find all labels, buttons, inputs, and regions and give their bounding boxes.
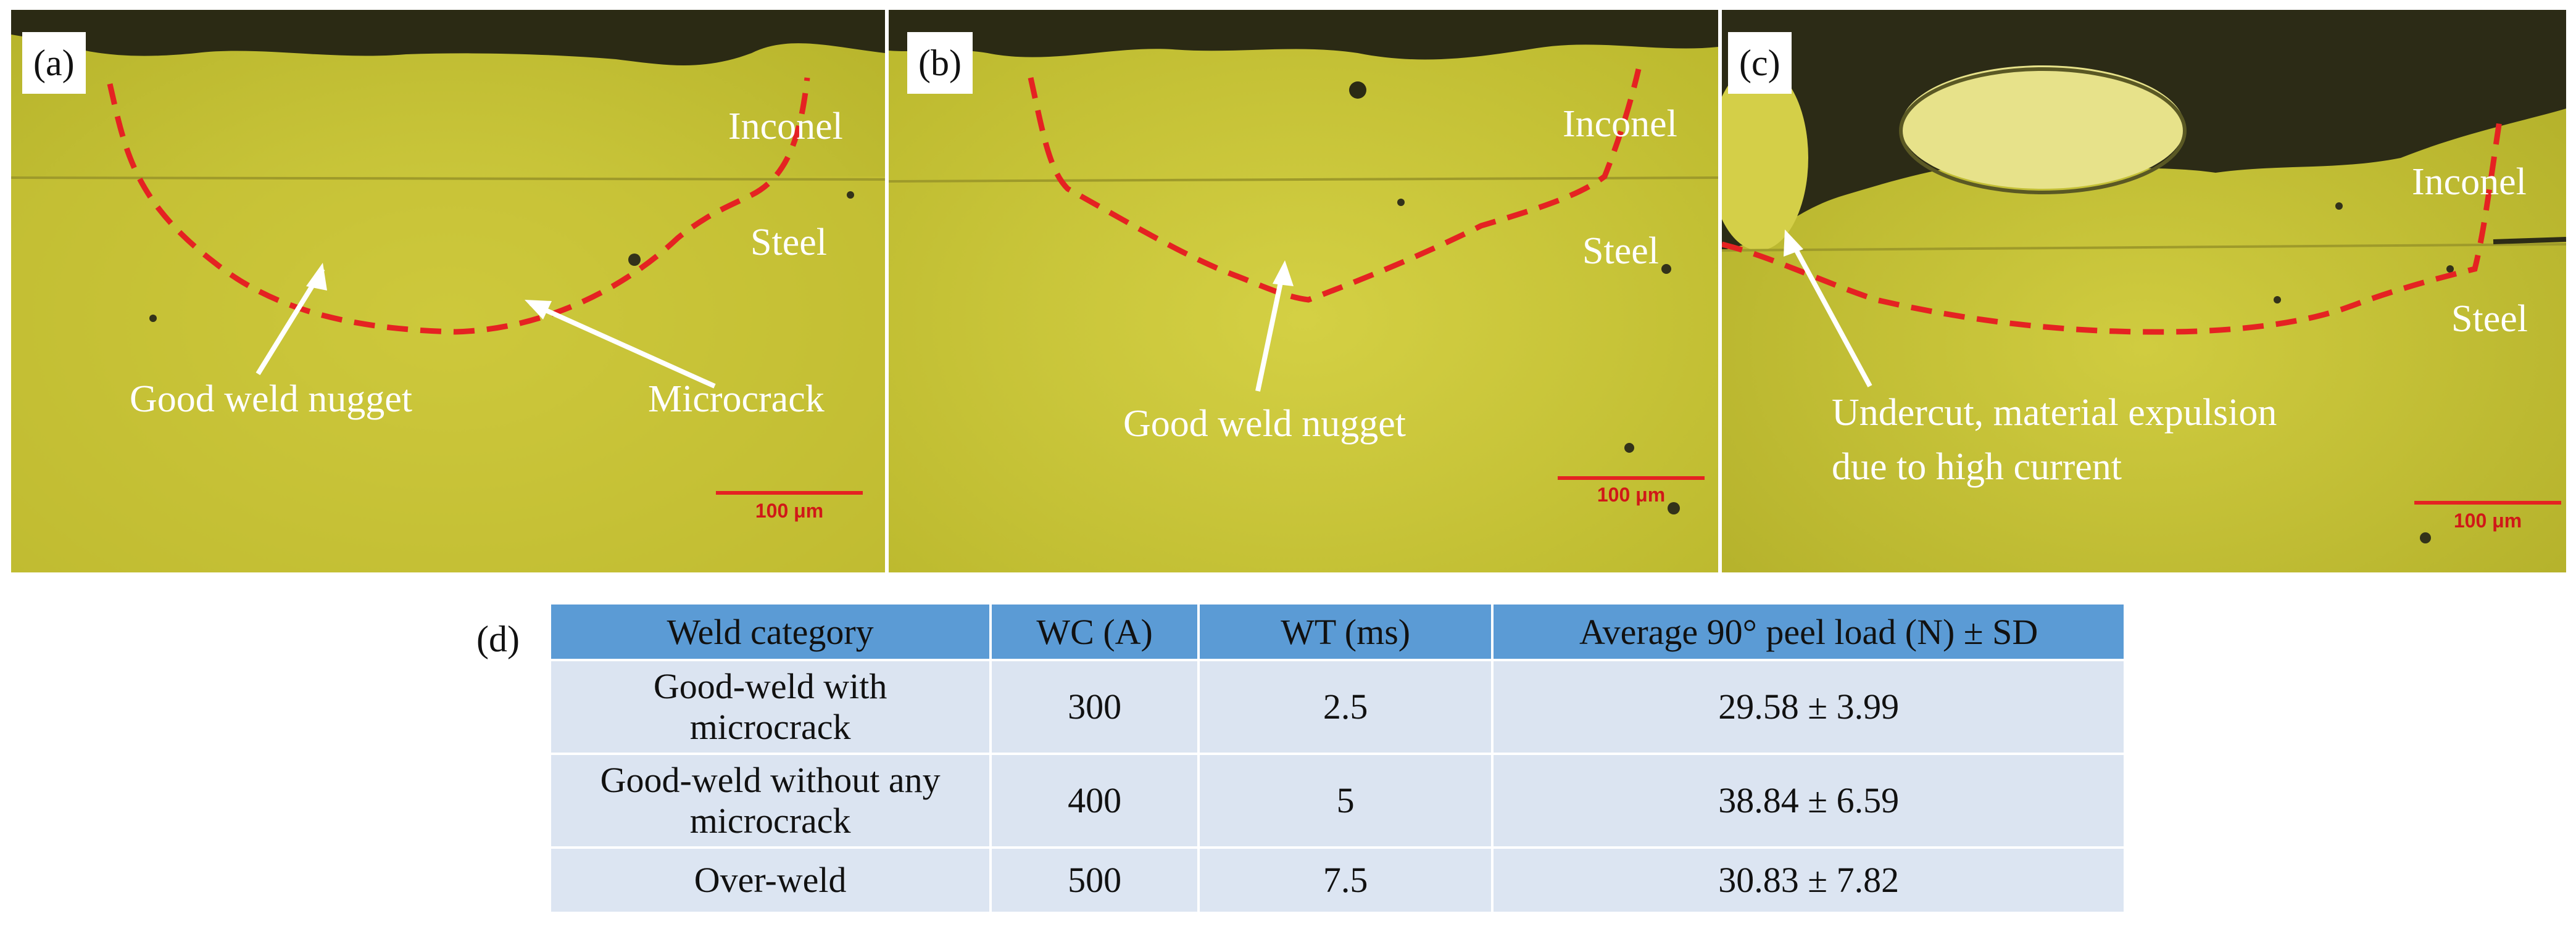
inconel-label-c: Inconel <box>2412 161 2527 203</box>
table-header-row: Weld category WC (A) WT (ms) Average 90°… <box>551 605 2124 660</box>
table-row: Good-weld with microcrack 300 2.5 29.58 … <box>551 659 2124 754</box>
header-wc: WC (A) <box>991 605 1200 660</box>
header-wt: WT (ms) <box>1199 605 1494 660</box>
micrograph-panel-c: (c) Inconel Steel Undercut, material exp… <box>1722 10 2566 572</box>
cell-wt: 5 <box>1199 753 1494 848</box>
micrograph-panel-b: (b) Inconel Steel Good weld nugget 100 μ… <box>889 10 1718 572</box>
category-line1: Good-weld with <box>653 666 887 706</box>
steel-label-c: Steel <box>2451 298 2528 340</box>
cell-wt: 7.5 <box>1199 846 1494 912</box>
scale-label-c: 100 μm <box>2453 510 2522 532</box>
micrograph-image-a <box>11 10 885 572</box>
annotation-undercut-line2-c: due to high current <box>1832 446 2122 488</box>
annotation-undercut-line1-c: Undercut, material expulsion <box>1832 392 2277 434</box>
cell-category: Over-weld <box>551 846 992 912</box>
scale-bar-c <box>2414 501 2561 505</box>
cell-load: 30.83 ± 7.82 <box>1492 846 2124 912</box>
cell-wc: 500 <box>991 846 1200 912</box>
header-weld-category: Weld category <box>551 605 992 660</box>
category-line2: microcrack <box>689 707 851 747</box>
micrograph-image-c <box>1722 10 2566 572</box>
scale-bar-b <box>1558 476 1705 480</box>
category-line1: Good-weld without any <box>600 760 941 800</box>
category-line2: microcrack <box>689 801 851 841</box>
weld-boundary-c <box>1722 120 2503 335</box>
micrograph-image-b <box>889 10 1718 572</box>
cell-category: Good-weld with microcrack <box>551 659 992 754</box>
panel-label-a: (a) <box>22 32 86 94</box>
arrow-good-weld-b <box>1255 267 1286 392</box>
arrow-microcrack-a <box>530 301 716 389</box>
inconel-label-b: Inconel <box>1563 103 1677 145</box>
cell-wc: 300 <box>991 659 1200 754</box>
weld-boundary-b <box>1028 68 1642 303</box>
panel-label-c: (c) <box>1728 32 1792 94</box>
table-row: Good-weld without any microcrack 400 5 3… <box>551 753 2124 848</box>
header-peel-load: Average 90° peel load (N) ± SD <box>1492 605 2124 660</box>
scale-label-a: 100 μm <box>755 500 824 522</box>
weld-boundary-a <box>107 77 810 335</box>
steel-label-b: Steel <box>1582 230 1659 272</box>
cell-load: 29.58 ± 3.99 <box>1492 659 2124 754</box>
panel-label-d: (d) <box>476 619 520 659</box>
panel-label-b: (b) <box>907 32 973 94</box>
weld-overlay-a <box>107 77 810 389</box>
inconel-label-a: Inconel <box>728 105 843 147</box>
annotation-good-weld-b: Good weld nugget <box>1123 403 1406 445</box>
annotation-microcrack-a: Microcrack <box>648 378 825 420</box>
scale-bar-a <box>716 491 863 495</box>
weld-overlay-c <box>1722 120 2503 387</box>
weld-overlay-b <box>1028 68 1642 392</box>
annotation-good-weld-a: Good weld nugget <box>130 378 413 420</box>
cell-category: Good-weld without any microcrack <box>551 753 992 848</box>
cell-wc: 400 <box>991 753 1200 848</box>
weld-results-table: Weld category WC (A) WT (ms) Average 90°… <box>551 605 2124 912</box>
cell-load: 38.84 ± 6.59 <box>1492 753 2124 848</box>
cell-wt: 2.5 <box>1199 659 1494 754</box>
arrow-undercut-c <box>1787 237 1872 387</box>
table-row: Over-weld 500 7.5 30.83 ± 7.82 <box>551 846 2124 912</box>
steel-label-a: Steel <box>750 221 827 263</box>
scale-label-b: 100 μm <box>1597 484 1666 506</box>
micrograph-panel-a: (a) Inconel Steel Good weld nugget Micro… <box>11 10 885 572</box>
